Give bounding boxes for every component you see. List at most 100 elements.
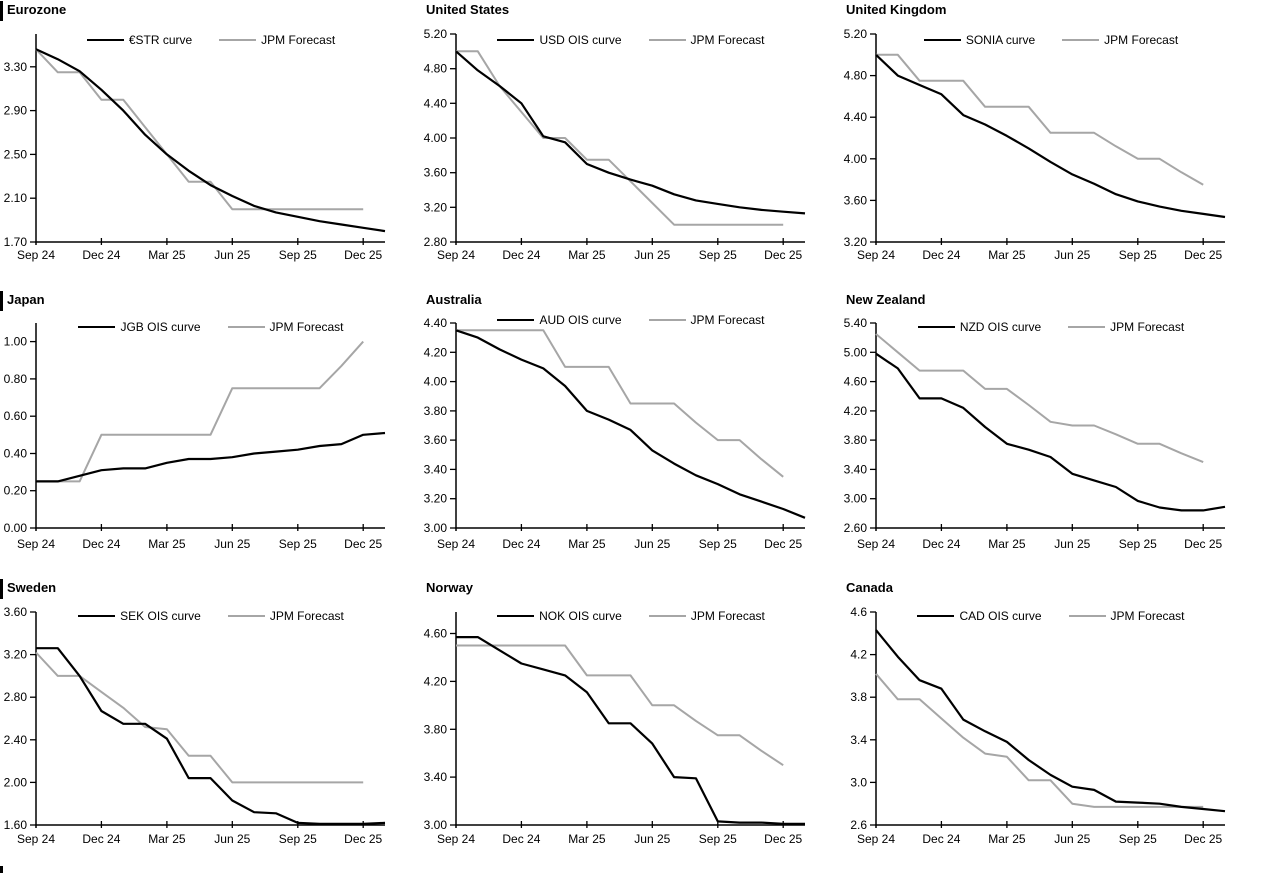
x-tick-label: Jun 25: [214, 537, 250, 551]
y-tick-label: 5.00: [844, 345, 868, 359]
y-tick-label: 4.60: [424, 627, 448, 641]
y-tick-label: 3.0: [850, 775, 867, 789]
legend-line-usd-ois-curve: [497, 38, 535, 42]
y-tick-label: 2.00: [4, 775, 28, 789]
x-tick-label: Mar 25: [568, 832, 606, 846]
y-tick-label: 2.80: [424, 235, 448, 249]
y-tick-label: 4.20: [424, 674, 448, 688]
series-line-jgb-ois-curve: [36, 431, 386, 483]
x-tick-label: Dec 25: [344, 248, 382, 262]
x-tick-label: Jun 25: [214, 248, 250, 262]
legend-label-nzd-ois-curve: NZD OIS curve: [959, 320, 1042, 334]
x-tick-label: Dec 25: [344, 537, 382, 551]
legend-label-jpm-forecast: JPM Forecast: [1110, 320, 1185, 334]
legend-line-aud-ois-curve: [497, 318, 535, 322]
x-tick-label: Dec 24: [922, 248, 960, 262]
series-line-aud-ois-curve: [455, 329, 806, 519]
x-tick-label: Mar 25: [988, 537, 1026, 551]
y-tick-label: 3.60: [424, 433, 448, 447]
x-tick-label: Dec 24: [82, 248, 120, 262]
series-line-nok-ois-curve: [456, 635, 805, 825]
chart-legend: NOK OIS curve JPM Forecast: [457, 609, 805, 623]
legend-line-jpm-forecast: [648, 614, 686, 618]
chart-norway: 4.60 4.20 3.80 3.40 3.00 Sep 24 Dec 24 Mar 25 Ju…: [420, 570, 841, 873]
x-tick-label: Mar 25: [568, 537, 606, 551]
y-tick-label: 3.30: [4, 60, 28, 74]
y-tick-label: 5.20: [844, 27, 868, 41]
y-tick-label: 3.40: [844, 462, 868, 476]
legend-line-jpm-forecast: [648, 38, 686, 42]
plot-area: 5.20 4.80 4.40 4.00 3.60 3.20 Sep 24 Dec 24 Mar …: [840, 0, 1264, 285]
legend-label-aud-ois-curve: AUD OIS curve: [539, 313, 622, 327]
y-tick-label: 4.40: [844, 110, 868, 124]
y-tick-label: 3.00: [424, 818, 448, 832]
series-line-str-curve: [35, 48, 386, 233]
x-tick-label: Dec 25: [1184, 537, 1222, 551]
legend-line-jpm-forecast: [1062, 38, 1100, 42]
x-tick-label: Dec 24: [82, 537, 120, 551]
chart-legend: USD OIS curve JPM Forecast: [457, 33, 805, 47]
y-tick-label: 3.20: [844, 235, 868, 249]
chart-title-text: United States: [426, 2, 510, 17]
y-tick-label: 0.80: [4, 372, 28, 386]
chart-australia: 4.40 4.20 4.00 3.80 3.60 3.40 3.20 3.00 Sep 24 De…: [420, 285, 841, 570]
x-tick-label: Sep 25: [279, 248, 317, 262]
chart-canvas-new-zealand: 5.40 5.00 4.60 4.20 3.80 3.40 3.00 2.60 Sep 24 De…: [844, 316, 1226, 551]
chart-title-text: Norway: [426, 580, 473, 595]
y-tick-label: 1.00: [4, 335, 28, 349]
chart-title: Sweden: [0, 579, 56, 599]
chart-sweden: 3.60 3.20 2.80 2.40 2.00 1.60 Sep 24 Dec 24 Mar …: [0, 570, 421, 873]
x-tick-label: Mar 25: [148, 832, 186, 846]
x-tick-label: Sep 24: [437, 832, 475, 846]
chart-legend: JGB OIS curve JPM Forecast: [37, 320, 385, 334]
series-line-jpm-forecast: [456, 50, 784, 226]
x-tick-label: Sep 25: [1119, 537, 1157, 551]
chart-united-states: 5.20 4.80 4.40 4.00 3.60 3.20 2.80 Sep 24 Dec 24…: [420, 0, 841, 285]
y-tick-label: 0.40: [4, 447, 28, 461]
series-line-sek-ois-curve: [36, 647, 386, 825]
y-tick-label: 3.20: [4, 648, 28, 662]
x-tick-label: Dec 25: [344, 832, 382, 846]
y-tick-label: 4.00: [844, 152, 868, 166]
legend-line-jgb-ois-curve: [78, 325, 116, 329]
chart-title-text: Japan: [7, 292, 45, 307]
x-tick-label: Sep 24: [17, 832, 55, 846]
y-tick-label: 1.60: [4, 818, 28, 832]
legend-label-jgb-ois-curve: JGB OIS curve: [120, 320, 201, 334]
legend-line-str-curve: [86, 38, 124, 42]
y-tick-label: 4.60: [844, 375, 868, 389]
chart-title-text: Australia: [426, 292, 482, 307]
y-tick-label: 4.40: [424, 316, 448, 330]
y-tick-label: 4.40: [424, 96, 448, 110]
y-tick-label: 3.4: [850, 733, 867, 747]
legend-line-nok-ois-curve: [497, 614, 535, 618]
chart-japan: 1.00 0.80 0.60 0.40 0.20 0.00 Sep 24 Dec 24 Mar …: [0, 285, 421, 570]
chart-eurozone: 3.30 2.90 2.50 2.10 1.70 Sep 24 Dec 24 Mar 25 Ju…: [0, 0, 421, 285]
x-tick-label: Dec 25: [764, 832, 802, 846]
y-tick-label: 0.20: [4, 484, 28, 498]
x-tick-label: Mar 25: [988, 832, 1026, 846]
y-tick-label: 3.60: [844, 193, 868, 207]
x-tick-label: Dec 25: [1184, 832, 1222, 846]
chart-title-text: Canada: [846, 580, 893, 595]
legend-label-jpm-forecast: JPM Forecast: [269, 609, 344, 623]
legend-label-str-curve: €STR curve: [128, 33, 193, 47]
legend-line-jpm-forecast: [219, 38, 257, 42]
next-section-marker-bar: [0, 866, 3, 873]
chart-title: Australia: [420, 291, 482, 308]
y-tick-label: 4.00: [424, 375, 448, 389]
x-tick-label: Mar 25: [148, 537, 186, 551]
legend-line-cad-ois-curve: [917, 614, 955, 618]
x-tick-label: Sep 24: [17, 537, 55, 551]
x-tick-label: Jun 25: [634, 832, 670, 846]
x-tick-label: Dec 25: [764, 248, 802, 262]
chart-title: Japan: [0, 291, 45, 311]
y-tick-label: 2.40: [4, 733, 28, 747]
chart-title: United Kingdom: [840, 1, 946, 18]
series-line-nzd-ois-curve: [875, 352, 1226, 512]
x-tick-label: Dec 24: [502, 832, 540, 846]
y-tick-label: 5.40: [844, 316, 868, 330]
